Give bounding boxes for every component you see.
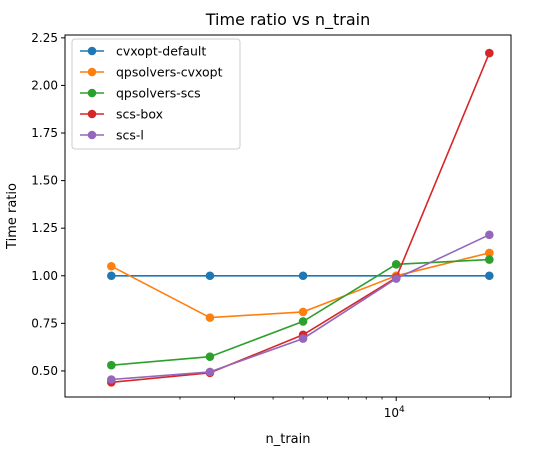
legend-label: scs-l bbox=[116, 128, 144, 143]
x-axis-label: n_train bbox=[266, 432, 311, 447]
data-point bbox=[391, 260, 401, 269]
data-point bbox=[485, 271, 494, 281]
legend-marker bbox=[87, 88, 97, 98]
plot-frame bbox=[64, 34, 512, 398]
data-point bbox=[485, 248, 494, 258]
legend-label: qpsolvers-scs bbox=[116, 86, 201, 101]
y-tick-label: 2.00 bbox=[31, 78, 58, 92]
legend: cvxopt-default qpsolvers-cvxopt qpsolvers-… bbox=[71, 38, 241, 150]
x-tick-label: 104 bbox=[384, 405, 405, 420]
data-point bbox=[107, 271, 116, 281]
data-point bbox=[485, 255, 494, 264]
y-tick-label: 2.25 bbox=[31, 31, 58, 45]
data-point bbox=[107, 375, 116, 384]
y-tick-label: 1.00 bbox=[31, 269, 58, 283]
legend-marker bbox=[87, 46, 97, 56]
data-point bbox=[107, 261, 116, 271]
data-point bbox=[107, 360, 116, 370]
legend-box bbox=[71, 38, 241, 150]
data-point bbox=[391, 274, 401, 283]
data-point bbox=[205, 271, 215, 281]
data-point bbox=[205, 352, 215, 361]
legend-marker bbox=[87, 67, 97, 77]
y-tick-label: 0.75 bbox=[31, 316, 58, 330]
series-line bbox=[111, 234, 490, 381]
legend-marker bbox=[87, 130, 97, 140]
legend-label: scs-box bbox=[116, 107, 163, 122]
data-point bbox=[485, 48, 494, 58]
y-tick-label: 1.50 bbox=[31, 174, 58, 188]
y-axis-label: Time ratio bbox=[5, 183, 20, 250]
y-tick-label: 1.75 bbox=[31, 126, 58, 140]
data-point bbox=[485, 230, 494, 240]
legend-label: cvxopt-default bbox=[116, 44, 206, 59]
data-point bbox=[298, 317, 308, 326]
chart-title: Time ratio vs n_train bbox=[205, 10, 371, 30]
data-point bbox=[298, 307, 308, 317]
y-tick-label: 1.25 bbox=[31, 221, 58, 235]
legend-label: qpsolvers-cvxopt bbox=[116, 65, 223, 80]
y-tick-label: 0.50 bbox=[31, 364, 58, 378]
data-point bbox=[205, 313, 215, 322]
data-point bbox=[298, 334, 308, 343]
data-point bbox=[298, 271, 308, 281]
legend-marker bbox=[87, 109, 97, 119]
data-point bbox=[205, 367, 215, 377]
